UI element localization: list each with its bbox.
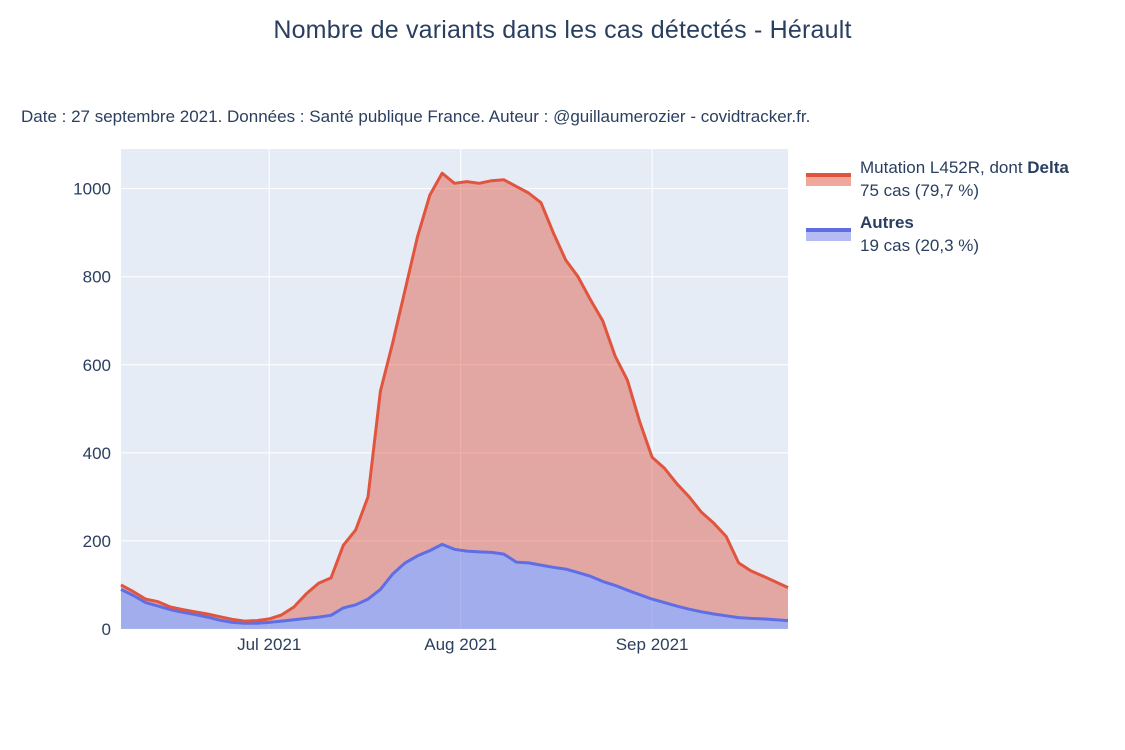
- x-tick-label: Aug 2021: [424, 635, 497, 654]
- chart-subtitle: Date : 27 septembre 2021. Données : Sant…: [21, 107, 811, 126]
- y-tick-label: 600: [83, 356, 111, 375]
- chart-legend: Mutation L452R, dont Delta 75 cas (79,7 …: [806, 156, 1121, 266]
- legend-item-autres[interactable]: Autres 19 cas (20,3 %): [806, 211, 1121, 257]
- line-autres: [120, 542, 789, 625]
- y-tick-label: 200: [83, 532, 111, 551]
- y-tick-label: 800: [83, 268, 111, 287]
- legend-label-autres: Autres 19 cas (20,3 %): [860, 213, 980, 255]
- legend-swatch-autres-icon: [806, 227, 851, 241]
- page-title: Nombre de variants dans les cas détectés…: [273, 16, 852, 44]
- y-tick-label: 400: [83, 444, 111, 463]
- y-tick-label: 0: [102, 620, 111, 639]
- area-autres: [121, 544, 788, 629]
- line-l452r: [120, 171, 789, 623]
- legend-swatch-l452r-icon: [806, 172, 851, 186]
- area-l452r: [121, 173, 788, 624]
- legend-sublabel-autres: 19 cas (20,3 %): [860, 236, 980, 255]
- legend-label-l452r: Mutation L452R, dont Delta 75 cas (79,7 …: [860, 158, 1069, 200]
- legend-sublabel-l452r: 75 cas (79,7 %): [860, 181, 980, 200]
- x-tick-label: Jul 2021: [237, 635, 301, 654]
- y-tick-label: 1000: [73, 180, 111, 199]
- x-tick-label: Sep 2021: [616, 635, 689, 654]
- legend-item-l452r[interactable]: Mutation L452R, dont Delta 75 cas (79,7 …: [806, 156, 1121, 202]
